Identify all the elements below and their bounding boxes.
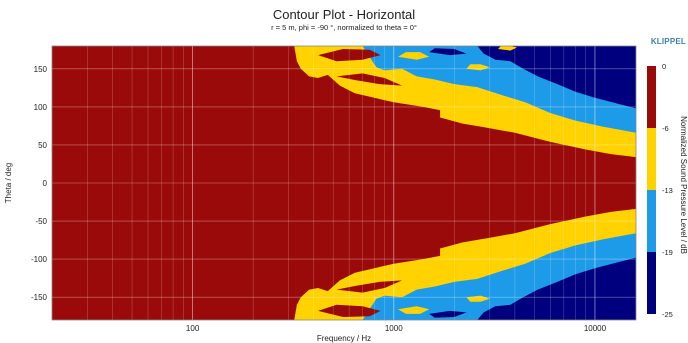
yellow-island-lower-a: [398, 306, 430, 314]
y-tick-label: -100: [31, 255, 48, 264]
yellow-island-lower-b: [466, 295, 490, 302]
red-lobe-lower-b: [336, 280, 403, 293]
red-lobe-upper-a: [318, 49, 381, 62]
colorbar-segment: [647, 128, 656, 190]
region-below-minus19-lower: [477, 257, 636, 320]
y-tick-label: -150: [31, 293, 48, 302]
y-tick-label: 50: [38, 141, 47, 150]
colorbar-tick-label: -25: [662, 310, 673, 319]
colorbar-label: Normalized Sound Pressure Level / dB: [679, 116, 688, 254]
x-tick-label: 1000: [385, 324, 403, 333]
colorbar-tick-label: 0: [662, 62, 666, 71]
y-axis-label: Theta / deg: [4, 163, 13, 203]
colorbar-tick-label: -6: [662, 124, 669, 133]
navy-island-a: [429, 48, 467, 56]
brand-logo: KLIPPEL: [650, 37, 686, 46]
chart-title: Contour Plot - Horizontal: [272, 7, 416, 22]
plot-frame: [51, 45, 637, 321]
y-tick-label: 0: [43, 179, 48, 188]
yellow-tongue-upper: [440, 106, 636, 158]
x-tick-label: 100: [186, 324, 200, 333]
yellow-island-a: [398, 52, 430, 60]
colorbar-tick-label: -13: [662, 186, 673, 195]
colorbar-segment: [647, 66, 656, 128]
colorbar-segment: [647, 252, 656, 314]
yellow-island-b: [466, 64, 490, 71]
x-axis-label: Frequency / Hz: [317, 334, 371, 343]
chart-subtitle: r = 5 m, phi = -90 °, normalized to thet…: [271, 23, 417, 32]
x-tick-label: 10000: [584, 324, 607, 333]
y-tick-label: 150: [34, 65, 48, 74]
colorbar-tick-label: -19: [662, 248, 673, 257]
red-lobe-lower-a: [318, 304, 381, 317]
colorbar-segment: [647, 190, 656, 252]
yellow-tongue-lower: [440, 208, 636, 260]
region-below-minus19-upper: [477, 46, 636, 109]
y-tick-label: -50: [35, 217, 47, 226]
red-lobe-upper-b: [336, 73, 403, 86]
navy-island-lower-a: [429, 310, 467, 318]
y-tick-label: 100: [34, 103, 48, 112]
yellow-island-c: [498, 46, 517, 51]
